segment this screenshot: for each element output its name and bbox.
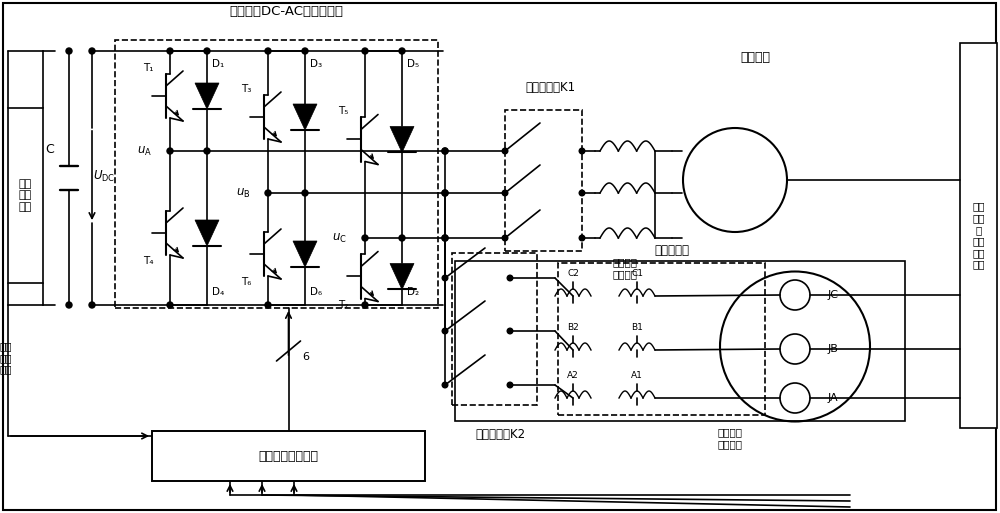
Bar bbox=[452, 253, 537, 405]
Circle shape bbox=[579, 148, 585, 154]
Circle shape bbox=[302, 48, 308, 54]
Text: T₂: T₂ bbox=[338, 300, 348, 309]
Circle shape bbox=[362, 235, 368, 241]
Text: 电机
速度
、
位置
信号
采集: 电机 速度 、 位置 信号 采集 bbox=[972, 202, 985, 269]
Text: B2: B2 bbox=[567, 324, 579, 332]
Text: 三相桥式DC-AC双向变换器: 三相桥式DC-AC双向变换器 bbox=[230, 6, 344, 18]
Circle shape bbox=[442, 190, 448, 196]
Text: 驱动电机: 驱动电机 bbox=[740, 51, 770, 65]
Text: T₅: T₅ bbox=[338, 107, 348, 116]
Circle shape bbox=[265, 190, 271, 196]
Polygon shape bbox=[293, 104, 317, 130]
Text: 降压变压器: 降压变压器 bbox=[654, 245, 689, 258]
Text: $u_{\rm B}$: $u_{\rm B}$ bbox=[236, 186, 250, 200]
Bar bbox=[115, 40, 438, 308]
Circle shape bbox=[442, 275, 448, 281]
Bar bbox=[8, 108, 43, 283]
Text: C2: C2 bbox=[567, 269, 579, 279]
Text: D₃: D₃ bbox=[310, 59, 322, 69]
Text: D₂: D₂ bbox=[407, 287, 419, 297]
Text: JA: JA bbox=[828, 393, 839, 403]
Circle shape bbox=[442, 235, 448, 241]
Circle shape bbox=[579, 190, 585, 196]
Text: 充电
动力
电池: 充电 动力 电池 bbox=[19, 179, 32, 212]
Text: T₆: T₆ bbox=[241, 277, 251, 287]
Text: D₆: D₆ bbox=[310, 287, 322, 297]
Text: D₄: D₄ bbox=[212, 287, 224, 297]
Circle shape bbox=[66, 302, 72, 308]
Circle shape bbox=[265, 302, 271, 308]
Text: $u_{\rm C}$: $u_{\rm C}$ bbox=[332, 231, 347, 245]
Polygon shape bbox=[195, 83, 219, 109]
Circle shape bbox=[442, 328, 448, 334]
Bar bbox=[455, 261, 905, 421]
Circle shape bbox=[89, 302, 95, 308]
Polygon shape bbox=[390, 127, 414, 152]
Circle shape bbox=[502, 148, 508, 154]
Circle shape bbox=[507, 328, 513, 334]
Circle shape bbox=[399, 48, 405, 54]
Circle shape bbox=[442, 148, 448, 154]
Text: 6: 6 bbox=[302, 352, 310, 362]
Text: JC: JC bbox=[828, 290, 839, 300]
Text: $u_{\rm A}$: $u_{\rm A}$ bbox=[137, 145, 152, 157]
Circle shape bbox=[442, 190, 448, 196]
Text: C: C bbox=[45, 144, 54, 156]
Text: 电池
电压
采集: 电池 电压 采集 bbox=[0, 341, 12, 374]
Circle shape bbox=[265, 48, 271, 54]
Text: D₁: D₁ bbox=[212, 59, 224, 69]
Circle shape bbox=[579, 235, 585, 241]
Circle shape bbox=[204, 148, 210, 154]
Circle shape bbox=[362, 302, 368, 308]
Polygon shape bbox=[390, 264, 414, 289]
Circle shape bbox=[167, 48, 173, 54]
Text: D₅: D₅ bbox=[407, 59, 419, 69]
Text: $U_{\rm DC}$: $U_{\rm DC}$ bbox=[93, 168, 115, 184]
Text: JB: JB bbox=[828, 344, 839, 354]
Text: A2: A2 bbox=[567, 371, 579, 381]
Circle shape bbox=[442, 235, 448, 241]
Text: 继电器开关K1: 继电器开关K1 bbox=[525, 82, 575, 94]
Circle shape bbox=[167, 148, 173, 154]
Circle shape bbox=[302, 190, 308, 196]
Bar bbox=[152, 431, 425, 481]
Circle shape bbox=[502, 190, 508, 196]
Text: A1: A1 bbox=[631, 371, 643, 381]
Circle shape bbox=[362, 48, 368, 54]
Circle shape bbox=[507, 275, 513, 281]
Text: 中央控制微处理器: 中央控制微处理器 bbox=[258, 449, 318, 463]
Text: 电机侧交
流量采集: 电机侧交 流量采集 bbox=[612, 257, 638, 279]
Bar bbox=[960, 43, 997, 428]
Circle shape bbox=[442, 148, 448, 154]
Circle shape bbox=[502, 235, 508, 241]
Circle shape bbox=[399, 235, 405, 241]
Bar bbox=[505, 110, 582, 251]
Circle shape bbox=[66, 48, 72, 54]
Circle shape bbox=[442, 382, 448, 388]
Polygon shape bbox=[195, 220, 219, 246]
Text: T₁: T₁ bbox=[143, 63, 153, 73]
Circle shape bbox=[89, 48, 95, 54]
Text: 电网侧交
流量采集: 电网侧交 流量采集 bbox=[718, 427, 742, 449]
Text: 继电器开关K2: 继电器开关K2 bbox=[475, 428, 525, 442]
Text: C1: C1 bbox=[631, 269, 643, 279]
Text: T₃: T₃ bbox=[241, 84, 251, 94]
Circle shape bbox=[507, 382, 513, 388]
Polygon shape bbox=[293, 241, 317, 267]
Text: B1: B1 bbox=[631, 324, 643, 332]
Text: T₄: T₄ bbox=[143, 256, 153, 266]
Circle shape bbox=[167, 302, 173, 308]
Bar bbox=[558, 263, 765, 415]
Circle shape bbox=[204, 48, 210, 54]
